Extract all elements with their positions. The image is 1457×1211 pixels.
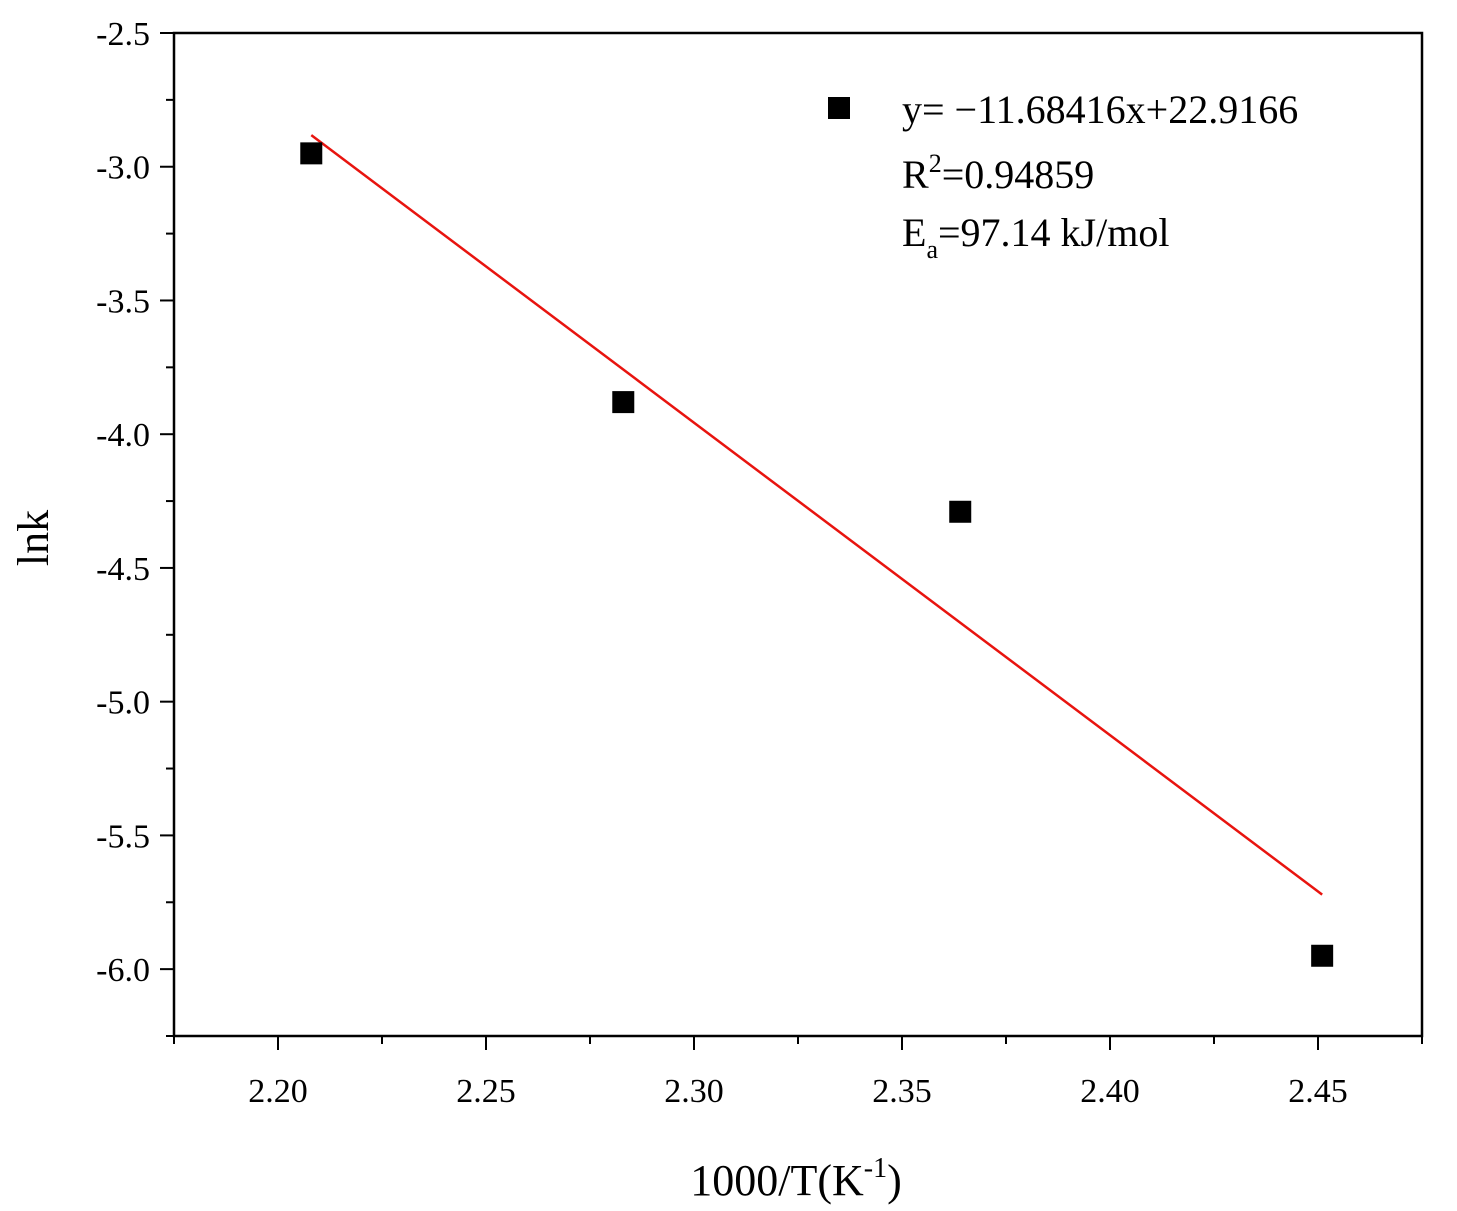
fit-line <box>310 134 1323 896</box>
legend-equation: y= −11.68416x+22.9166 <box>902 87 1298 132</box>
legend-r2: R2=0.94859 <box>902 149 1094 197</box>
legend-r2-prefix: R <box>902 152 929 197</box>
legend-ea-value: =97.14 kJ/mol <box>938 210 1169 255</box>
x-axis-title: 1000/T(K-1) <box>690 1153 902 1205</box>
x-tick-label: 2.25 <box>456 1073 516 1110</box>
points-layer <box>300 142 1334 967</box>
data-point <box>612 391 635 414</box>
y-tick-label: -6.0 <box>96 952 150 989</box>
legend: y= −11.68416x+22.9166 R2=0.94859 Ea=97.1… <box>828 87 1298 264</box>
x-tick-label: 2.45 <box>1288 1073 1348 1110</box>
x-axis-title-main: 1000/T(K <box>690 1156 864 1205</box>
y-tick-label: -5.5 <box>96 818 150 855</box>
legend-activation-energy: Ea=97.14 kJ/mol <box>902 210 1169 264</box>
data-point <box>1311 944 1334 967</box>
legend-marker <box>828 97 850 119</box>
y-tick-label: -2.5 <box>96 16 150 53</box>
ticks-layer: 2.20 2.25 2.30 2.35 2.40 2.45 -2.5 -3.0 -3.5 -4.0… <box>96 16 1423 1110</box>
x-tick-label: 2.20 <box>248 1073 308 1110</box>
data-point <box>949 500 972 523</box>
y-tick-label: -4.5 <box>96 551 150 588</box>
y-axis-title: lnk <box>9 510 58 566</box>
x-tick-label: 2.35 <box>872 1073 932 1110</box>
x-tick-label: 2.30 <box>664 1073 724 1110</box>
y-tick-label: -4.0 <box>96 417 150 454</box>
legend-ea-prefix: E <box>902 210 926 255</box>
legend-r2-sup: 2 <box>929 149 942 178</box>
y-tick-label: -5.0 <box>96 685 150 722</box>
legend-r2-value: =0.94859 <box>942 152 1095 197</box>
x-axis-title-sup: -1 <box>864 1153 887 1184</box>
axes-layer <box>172 31 1424 1038</box>
y-tick-label: -3.0 <box>96 150 150 187</box>
fit-layer <box>310 134 1323 896</box>
y-tick-label: -3.5 <box>96 283 150 320</box>
legend-ea-sub: a <box>926 235 938 264</box>
data-point <box>300 142 323 165</box>
x-axis-title-close: ) <box>887 1156 902 1205</box>
plot-frame <box>172 31 1424 1038</box>
x-tick-label: 2.40 <box>1080 1073 1140 1110</box>
